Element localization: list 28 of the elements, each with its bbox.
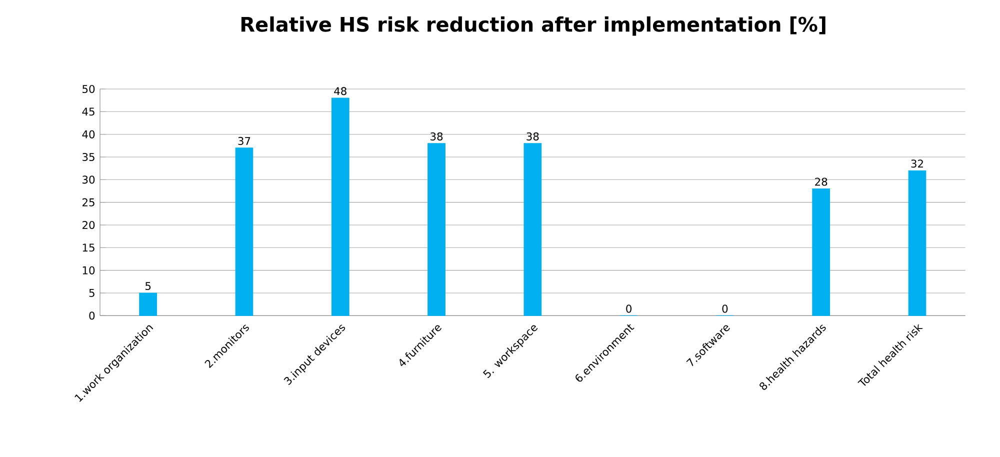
data-label: 37	[238, 136, 250, 145]
bar	[812, 188, 830, 316]
bar	[139, 292, 158, 316]
y-tick-label: 50	[82, 84, 95, 94]
y-tick-label: 40	[82, 130, 95, 138]
y-tick-label: 20	[82, 220, 95, 230]
data-label: 38	[430, 132, 443, 140]
y-tick-label: 35	[82, 152, 94, 162]
y-tick-label: 45	[82, 108, 94, 116]
data-label: 32	[911, 160, 923, 168]
data-label: 0	[722, 304, 728, 313]
chart-title: Relative HS risk reduction after implementation [%]	[241, 16, 826, 36]
data-label: 48	[334, 87, 346, 96]
y-tick-label: 5	[89, 289, 94, 297]
data-label: 0	[626, 304, 632, 313]
y-tick-label: 25	[82, 198, 94, 206]
data-label: 28	[815, 178, 828, 186]
bar	[235, 148, 254, 316]
bar	[908, 170, 926, 316]
y-tick-label: 10	[82, 266, 95, 274]
data-label: 38	[526, 132, 539, 140]
bar	[524, 143, 542, 316]
y-tick-label: 30	[82, 176, 95, 184]
bar	[331, 98, 350, 316]
y-tick-label: 0	[89, 312, 95, 320]
bar	[428, 143, 446, 316]
data-label: 5	[146, 282, 151, 290]
y-tick-label: 15	[82, 244, 94, 252]
